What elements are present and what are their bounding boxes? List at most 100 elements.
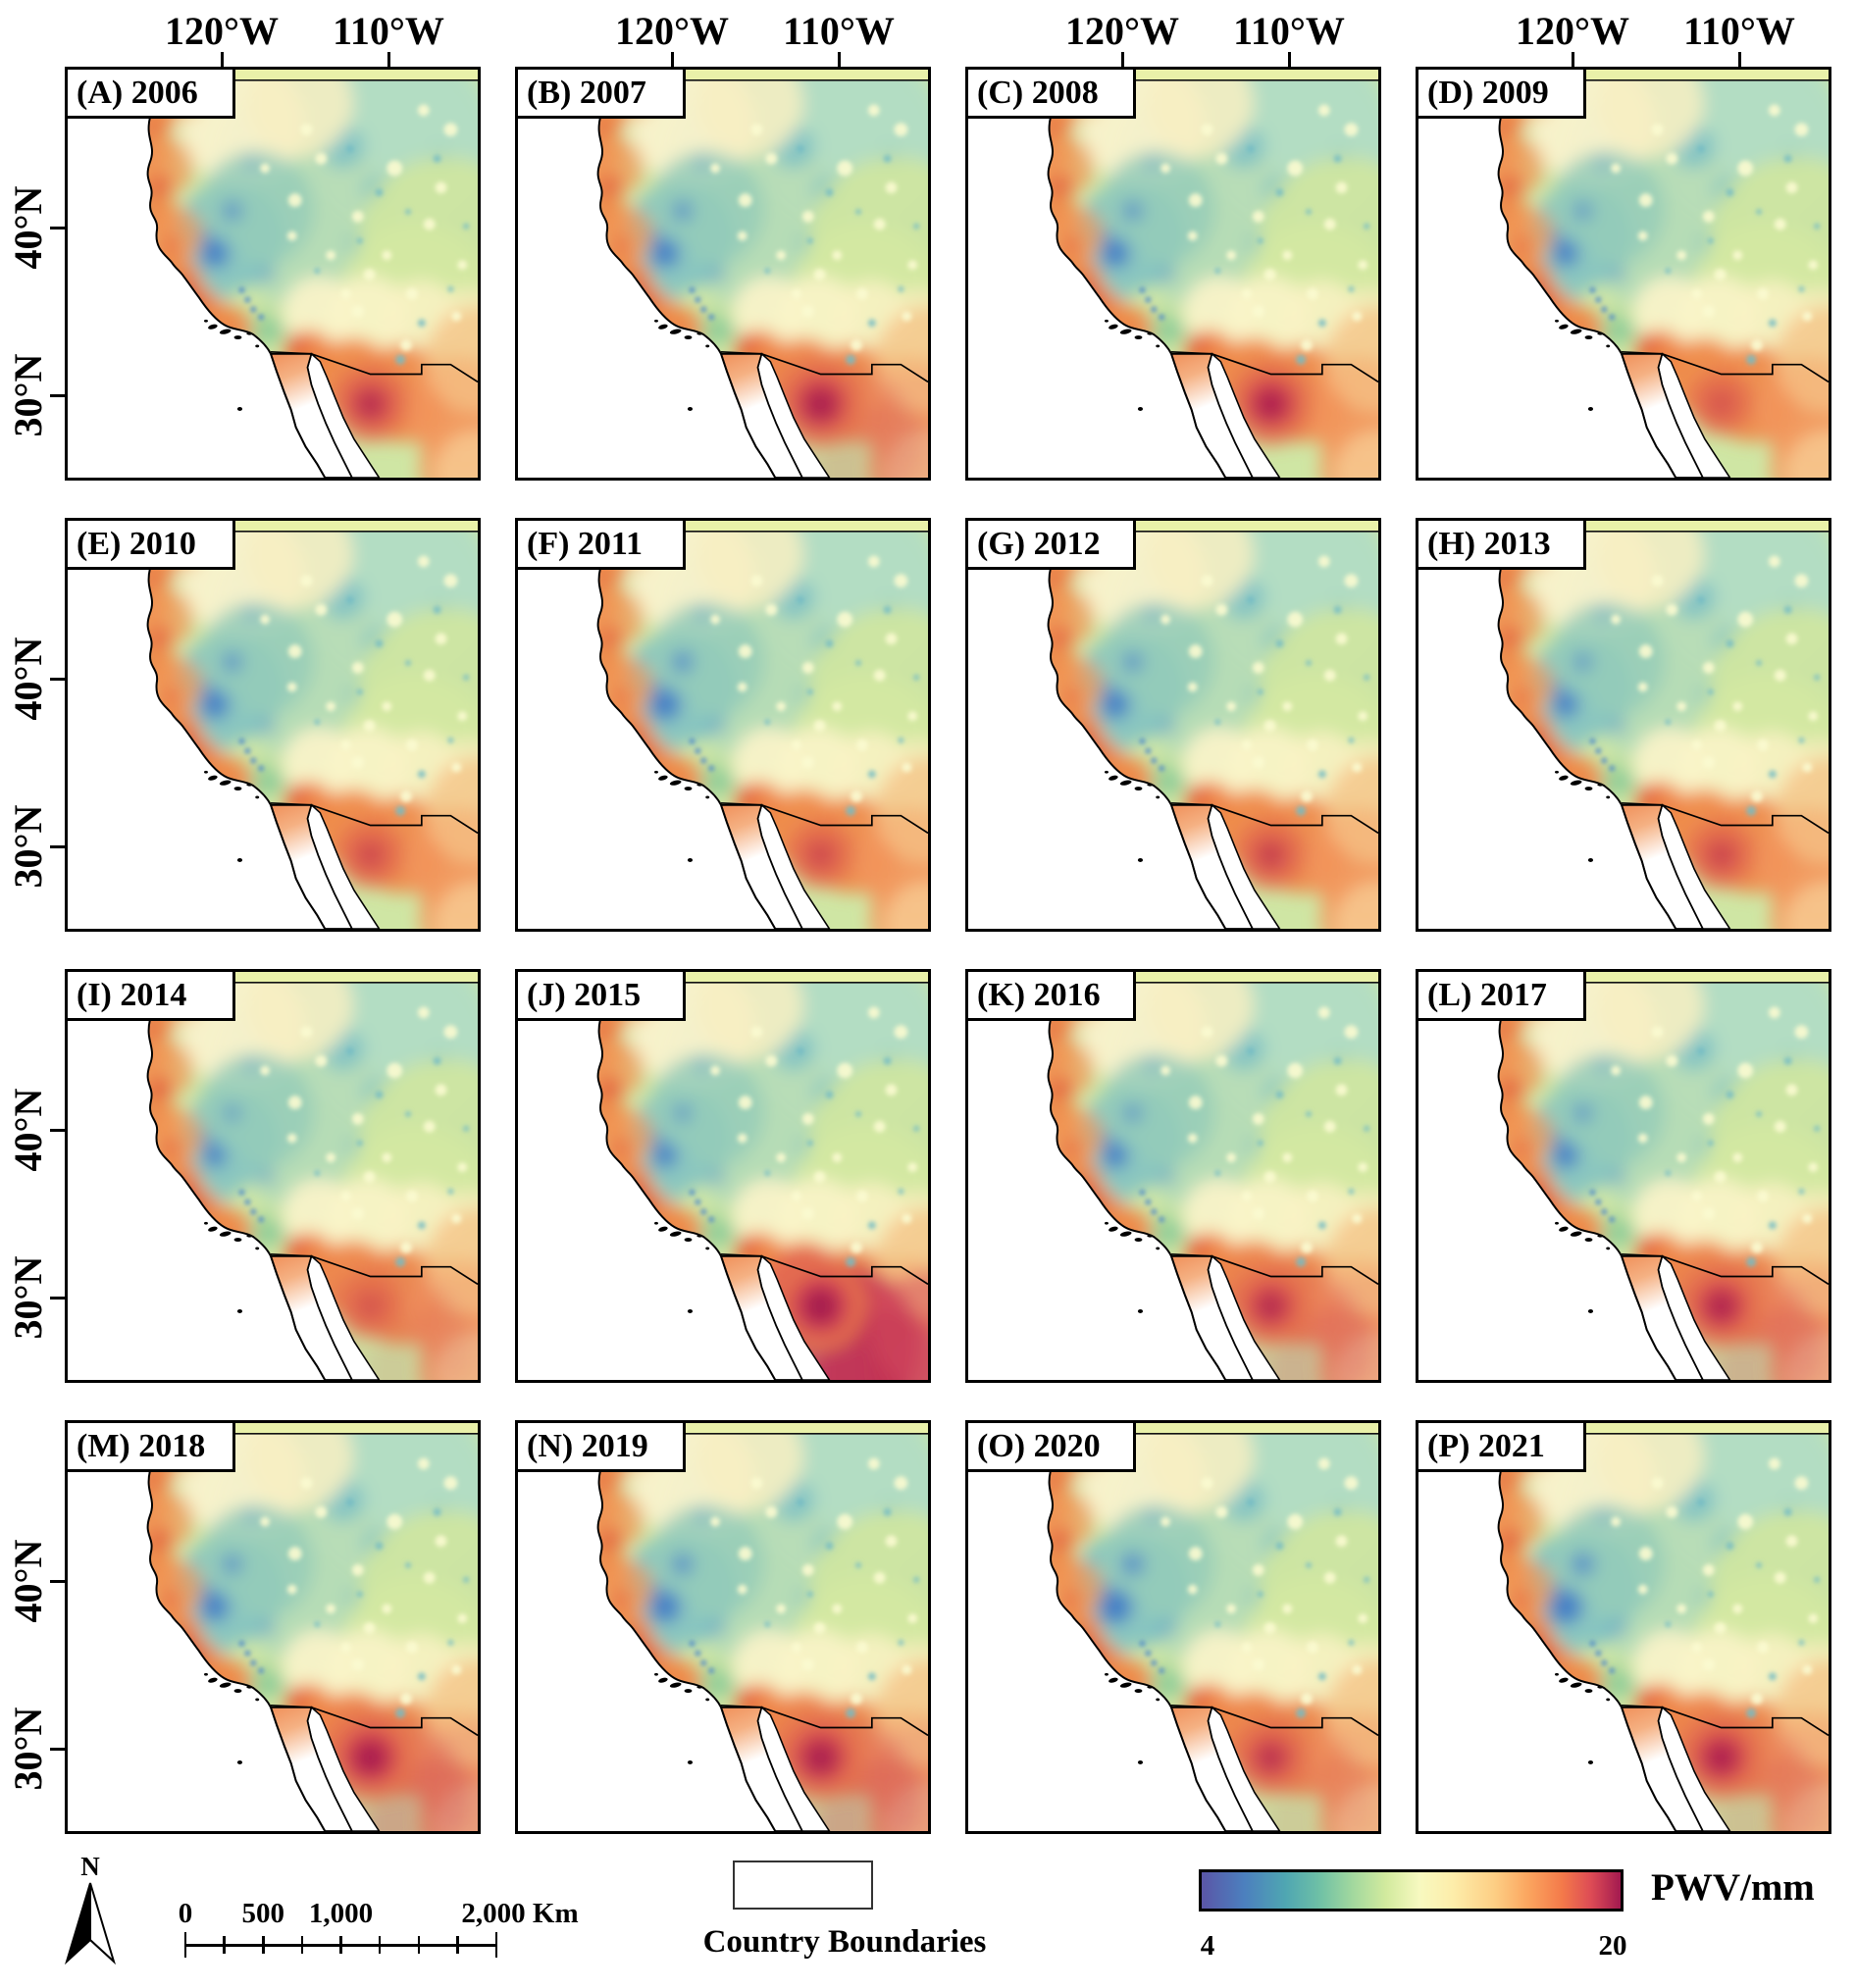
scale-bar-number: 1,000 bbox=[308, 1898, 374, 1929]
latitude-label: 30°N bbox=[6, 1255, 50, 1340]
map-panel-2020: (O) 2020 bbox=[965, 1420, 1381, 1834]
panel-label-box: (C) 2008 bbox=[965, 67, 1136, 119]
panel-label-box: (B) 2007 bbox=[515, 67, 686, 119]
colorbar-min-label: 4 bbox=[1200, 1930, 1215, 1962]
latitude-label: 40°N bbox=[6, 185, 50, 270]
longitude-label: 110°W bbox=[333, 9, 444, 53]
longitude-tick bbox=[1287, 52, 1291, 68]
panel-label: (H) 2013 bbox=[1427, 525, 1551, 562]
scale-bar-tick bbox=[223, 1936, 226, 1954]
map-panel-2006: (A) 2006 bbox=[65, 67, 481, 481]
longitude-tick bbox=[1120, 52, 1124, 68]
latitude-tick bbox=[50, 393, 65, 397]
pwv-map-2019 bbox=[592, 1423, 928, 1831]
scale-bar-tick bbox=[456, 1936, 459, 1954]
country-boundaries-label: Country Boundaries bbox=[702, 1924, 987, 1960]
latitude-label: 30°N bbox=[6, 353, 50, 437]
panel-label-box: (H) 2013 bbox=[1416, 518, 1586, 570]
panel-label-box: (A) 2006 bbox=[65, 67, 235, 119]
latitude-tick bbox=[50, 1747, 65, 1751]
panel-label: (A) 2006 bbox=[77, 74, 198, 111]
scale-bar-tick bbox=[300, 1936, 304, 1954]
panel-label: (F) 2011 bbox=[527, 525, 644, 562]
map-panel-2021: (P) 2021 bbox=[1416, 1420, 1831, 1834]
latitude-tick bbox=[50, 1128, 65, 1132]
map-panel-2015: (J) 2015 bbox=[515, 969, 931, 1383]
panel-label-box: (P) 2021 bbox=[1416, 1420, 1586, 1472]
map-panel-2008: (C) 2008 bbox=[965, 67, 1381, 481]
panel-label-box: (E) 2010 bbox=[65, 518, 235, 570]
panel-label: (P) 2021 bbox=[1427, 1427, 1545, 1464]
panel-label: (G) 2012 bbox=[977, 525, 1101, 562]
map-panel-2017: (L) 2017 bbox=[1416, 969, 1831, 1383]
pwv-map-2010 bbox=[141, 521, 478, 929]
pwv-map-2017 bbox=[1492, 972, 1829, 1380]
latitude-label: 40°N bbox=[6, 637, 50, 721]
longitude-tick bbox=[220, 52, 224, 68]
scale-bar-number: 0 bbox=[178, 1898, 193, 1929]
latitude-tick bbox=[50, 844, 65, 848]
longitude-label: 110°W bbox=[1233, 9, 1345, 53]
longitude-tick bbox=[670, 52, 674, 68]
colorbar-max-label: 20 bbox=[1598, 1930, 1627, 1962]
panel-label-box: (I) 2014 bbox=[65, 969, 235, 1021]
map-panel-2009: (D) 2009 bbox=[1416, 67, 1831, 481]
panel-label-box: (L) 2017 bbox=[1416, 969, 1586, 1021]
panel-label-box: (D) 2009 bbox=[1416, 67, 1586, 119]
panel-label: (K) 2016 bbox=[977, 976, 1101, 1013]
panel-label: (B) 2007 bbox=[527, 74, 646, 111]
scale-bar-number: 500 bbox=[241, 1898, 285, 1929]
pwv-map-2008 bbox=[1042, 70, 1378, 478]
longitude-label: 120°W bbox=[1516, 9, 1629, 53]
panel-label: (L) 2017 bbox=[1427, 976, 1547, 1013]
longitude-label: 110°W bbox=[783, 9, 895, 53]
pwv-map-2018 bbox=[141, 1423, 478, 1831]
country-boundaries-swatch bbox=[733, 1861, 873, 1910]
panel-label-box: (O) 2020 bbox=[965, 1420, 1136, 1472]
latitude-label: 30°N bbox=[6, 1707, 50, 1791]
panel-label: (N) 2019 bbox=[527, 1427, 648, 1464]
latitude-label: 30°N bbox=[6, 804, 50, 889]
pwv-map-2014 bbox=[141, 972, 478, 1380]
panel-label-box: (N) 2019 bbox=[515, 1420, 686, 1472]
north-label: N bbox=[80, 1852, 100, 1881]
latitude-tick bbox=[50, 1296, 65, 1300]
pwv-map-2006 bbox=[141, 70, 478, 478]
pwv-map-2007 bbox=[592, 70, 928, 478]
pwv-map-2016 bbox=[1042, 972, 1378, 1380]
map-panel-2016: (K) 2016 bbox=[965, 969, 1381, 1383]
panel-label: (M) 2018 bbox=[77, 1427, 206, 1464]
scale-bar-tick bbox=[494, 1932, 498, 1958]
map-panel-2010: (E) 2010 bbox=[65, 518, 481, 932]
latitude-label: 40°N bbox=[6, 1539, 50, 1623]
panel-label: (O) 2020 bbox=[977, 1427, 1101, 1464]
latitude-tick bbox=[50, 226, 65, 229]
scale-bar-tick bbox=[339, 1936, 342, 1954]
pwv-map-2020 bbox=[1042, 1423, 1378, 1831]
scale-bar-tick bbox=[183, 1932, 187, 1958]
latitude-label: 40°N bbox=[6, 1088, 50, 1172]
latitude-tick bbox=[50, 1579, 65, 1583]
longitude-label: 120°W bbox=[165, 9, 279, 53]
pwv-map-2013 bbox=[1492, 521, 1829, 929]
map-panel-2019: (N) 2019 bbox=[515, 1420, 931, 1834]
panel-label-box: (J) 2015 bbox=[515, 969, 686, 1021]
scale-bar-number: 2,000 Km bbox=[461, 1898, 579, 1929]
panel-label: (I) 2014 bbox=[77, 976, 187, 1013]
pwv-colorbar bbox=[1199, 1869, 1624, 1912]
pwv-map-2012 bbox=[1042, 521, 1378, 929]
map-panel-2014: (I) 2014 bbox=[65, 969, 481, 1383]
longitude-tick bbox=[1737, 52, 1741, 68]
panel-label-box: (F) 2011 bbox=[515, 518, 686, 570]
pwv-map-2021 bbox=[1492, 1423, 1829, 1831]
pwv-map-2015 bbox=[592, 972, 928, 1380]
panel-label-box: (K) 2016 bbox=[965, 969, 1136, 1021]
panel-label: (D) 2009 bbox=[1427, 74, 1549, 111]
longitude-tick bbox=[837, 52, 841, 68]
map-panel-2013: (H) 2013 bbox=[1416, 518, 1831, 932]
longitude-label: 110°W bbox=[1683, 9, 1795, 53]
map-panel-2007: (B) 2007 bbox=[515, 67, 931, 481]
panel-label: (E) 2010 bbox=[77, 525, 196, 562]
longitude-label: 120°W bbox=[1065, 9, 1179, 53]
